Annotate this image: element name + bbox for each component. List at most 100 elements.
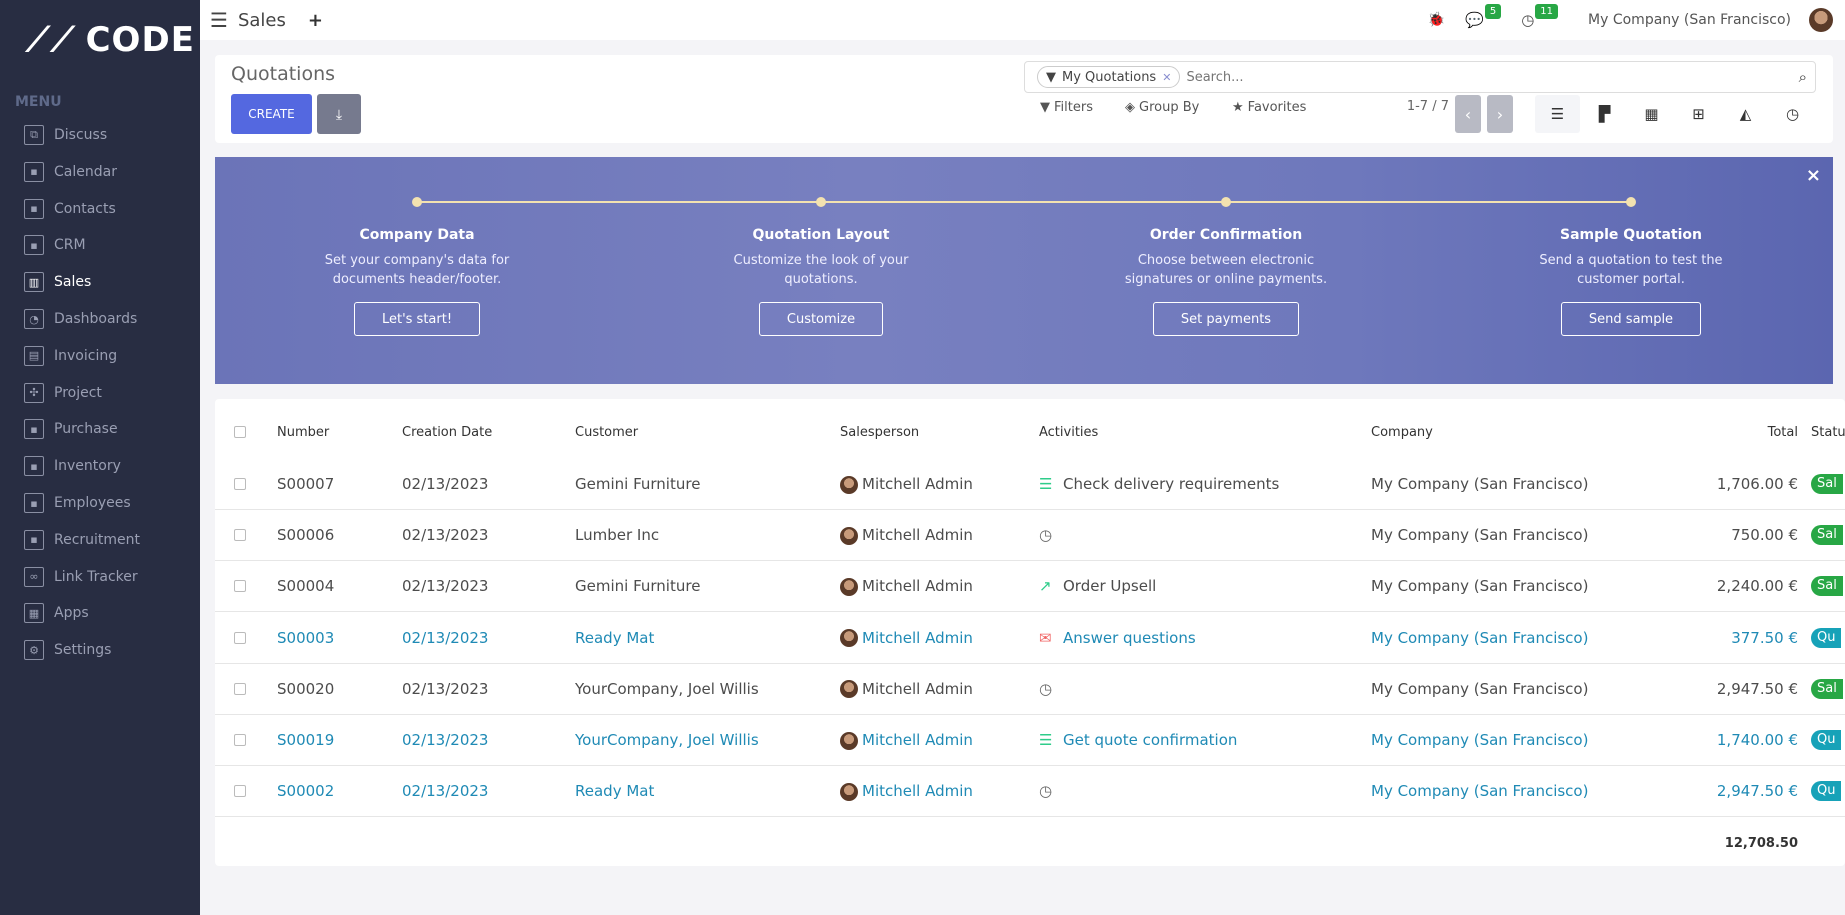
- logo[interactable]: ⟋⟋ CODE: [26, 20, 195, 60]
- table-row[interactable]: S00020 02/13/2023 YourCompany, Joel Will…: [215, 664, 1845, 715]
- download-button[interactable]: ⤓: [317, 94, 361, 134]
- row-checkbox[interactable]: [234, 529, 246, 542]
- step-button[interactable]: Let's start!: [353, 302, 481, 336]
- column-header-salesperson[interactable]: Salesperson: [840, 425, 920, 440]
- cell-customer: YourCompany, Joel Willis: [575, 731, 759, 749]
- row-checkbox[interactable]: [234, 580, 246, 593]
- row-checkbox[interactable]: [234, 734, 246, 746]
- sidebar-item-contacts[interactable]: ▪ Contacts: [24, 195, 116, 223]
- search-icon[interactable]: ⌕: [1798, 68, 1807, 86]
- cell-activity[interactable]: ☰ Check delivery requirements: [1039, 459, 1279, 510]
- sum-total: 12,708.50: [1724, 836, 1798, 851]
- column-header-company[interactable]: Company: [1371, 425, 1433, 440]
- status-badge: Qu: [1811, 627, 1842, 648]
- sidebar-item-sales[interactable]: ▥ Sales: [24, 268, 91, 296]
- column-header-creation-date[interactable]: Creation Date: [402, 425, 493, 440]
- step-button[interactable]: Set payments: [1152, 302, 1300, 336]
- step-button[interactable]: Customize: [758, 302, 884, 336]
- table-row[interactable]: S00007 02/13/2023 Gemini Furniture Mitch…: [215, 459, 1845, 510]
- sidebar-item-label: Purchase: [54, 421, 118, 438]
- cell-activity[interactable]: ◷: [1039, 664, 1063, 715]
- pager-value[interactable]: 1-7 / 7: [1406, 99, 1449, 114]
- sidebar-item-employees[interactable]: ▪ Employees: [24, 489, 131, 517]
- row-checkbox[interactable]: [234, 682, 246, 695]
- favorites-button[interactable]: ★ Favorites: [1232, 100, 1307, 115]
- calendar-view-button[interactable]: ▦: [1629, 95, 1674, 133]
- row-checkbox[interactable]: [234, 631, 246, 644]
- sidebar-item-inventory[interactable]: ▪ Inventory: [24, 452, 121, 480]
- cell-activity[interactable]: ◷: [1039, 510, 1063, 561]
- step-button[interactable]: Send sample: [1560, 302, 1702, 336]
- sidebar-item-recruitment[interactable]: ▪ Recruitment: [24, 526, 140, 554]
- search-bar: ▼My Quotations✕ ⌕: [1024, 61, 1816, 93]
- cell-activity[interactable]: ◷: [1039, 766, 1063, 817]
- sidebar-item-label: Invoicing: [54, 347, 118, 364]
- sidebar-item-purchase[interactable]: ▪ Purchase: [24, 415, 118, 443]
- row-checkbox[interactable]: [234, 785, 246, 798]
- row-checkbox[interactable]: [234, 478, 246, 490]
- table-row[interactable]: S00002 02/13/2023 Ready Mat Mitchell Adm…: [215, 766, 1845, 818]
- pivot-view-button[interactable]: ⊞: [1676, 95, 1721, 133]
- status-badge: Sal: [1811, 474, 1843, 494]
- column-header-status[interactable]: Status: [1811, 425, 1845, 440]
- graph-view-button[interactable]: ◭: [1723, 95, 1768, 133]
- sidebar-item-dashboards[interactable]: ◔ Dashboards: [24, 305, 137, 333]
- sidebar-item-apps[interactable]: ▦ Apps: [24, 599, 89, 627]
- activities-button[interactable]: ◷ 11: [1521, 4, 1559, 29]
- activity-view-button[interactable]: ◷: [1770, 95, 1815, 133]
- sidebar-item-label: Dashboards: [54, 311, 138, 327]
- chevron-right-icon: ›: [1496, 104, 1504, 124]
- status-badge: Qu: [1811, 730, 1842, 750]
- sidebar-item-project[interactable]: ✣ Project: [24, 379, 102, 407]
- company-switcher[interactable]: My Company (San Francisco): [1588, 12, 1791, 28]
- messages-badge: 5: [1484, 4, 1502, 19]
- cell-total: 2,240.00 €: [1716, 577, 1798, 596]
- chart-up-icon: ↗: [1039, 577, 1052, 596]
- create-button[interactable]: CREATE: [231, 94, 312, 134]
- cell-company: My Company (San Francisco): [1371, 679, 1589, 698]
- sidebar-item-invoicing[interactable]: ▤ Invoicing: [24, 342, 117, 370]
- calendar-icon: ▦: [1644, 105, 1659, 123]
- column-header-activities[interactable]: Activities: [1039, 425, 1099, 440]
- table-row[interactable]: S00004 02/13/2023 Gemini Furniture Mitch…: [215, 561, 1845, 613]
- avatar: [840, 629, 858, 648]
- sidebar-item-settings[interactable]: ⚙ Settings: [24, 636, 111, 664]
- sidebar-item-discuss[interactable]: ⧉ Discuss: [24, 121, 107, 149]
- avatar: [840, 475, 858, 494]
- sidebar-item-link-tracker[interactable]: ∞ Link Tracker: [24, 563, 138, 591]
- group-by-button[interactable]: ◈ Group By: [1125, 100, 1200, 115]
- remove-facet-icon[interactable]: ✕: [1162, 70, 1172, 84]
- pager-previous[interactable]: ‹: [1455, 95, 1481, 133]
- search-input[interactable]: [1186, 69, 1799, 85]
- list-view-button[interactable]: ☰: [1535, 95, 1580, 133]
- cell-customer: Lumber Inc: [575, 526, 660, 545]
- kanban-view-button[interactable]: ▛: [1582, 95, 1627, 133]
- menu-toggle-icon[interactable]: ☰: [210, 8, 228, 32]
- column-header-total[interactable]: Total: [1767, 425, 1798, 440]
- sidebar-item-calendar[interactable]: ▪ Calendar: [24, 158, 117, 186]
- cell-activity[interactable]: ☰ Get quote confirmation: [1039, 715, 1237, 766]
- cell-number: S00006: [277, 526, 335, 545]
- table-row[interactable]: S00006 02/13/2023 Lumber Inc Mitchell Ad…: [215, 510, 1845, 562]
- table-row[interactable]: S00003 02/13/2023 Ready Mat Mitchell Adm…: [215, 613, 1845, 664]
- messages-button[interactable]: 💬 5: [1465, 4, 1502, 29]
- select-all-checkbox[interactable]: [234, 426, 246, 438]
- cell-number: S00020: [277, 679, 335, 698]
- column-header-number[interactable]: Number: [277, 425, 330, 440]
- sidebar-item-label: Discuss: [54, 127, 108, 143]
- column-header-customer[interactable]: Customer: [575, 425, 639, 440]
- cell-activity[interactable]: ↗ Order Upsell: [1039, 561, 1156, 612]
- cell-activity[interactable]: ✉ Answer questions: [1039, 613, 1196, 664]
- sidebar-item-crm[interactable]: ▪ CRM: [24, 231, 86, 259]
- cell-company: My Company (San Francisco): [1371, 628, 1589, 647]
- table-row[interactable]: S00019 02/13/2023 YourCompany, Joel Will…: [215, 715, 1845, 766]
- filters-button[interactable]: ▼ Filters: [1040, 100, 1093, 115]
- add-icon[interactable]: +: [307, 9, 323, 31]
- debug-icon[interactable]: 🐞: [1427, 12, 1446, 28]
- close-banner-icon[interactable]: ×: [1805, 165, 1821, 186]
- search-facet: ▼ My Quotations ✕: [1037, 66, 1181, 88]
- user-avatar[interactable]: [1809, 8, 1833, 32]
- topbar: ☰ Sales + 🐞 💬 5 ◷ 11 My Company (San Franc…: [200, 0, 1845, 40]
- pager-next[interactable]: ›: [1487, 95, 1513, 133]
- app-icon: ▪: [24, 419, 44, 440]
